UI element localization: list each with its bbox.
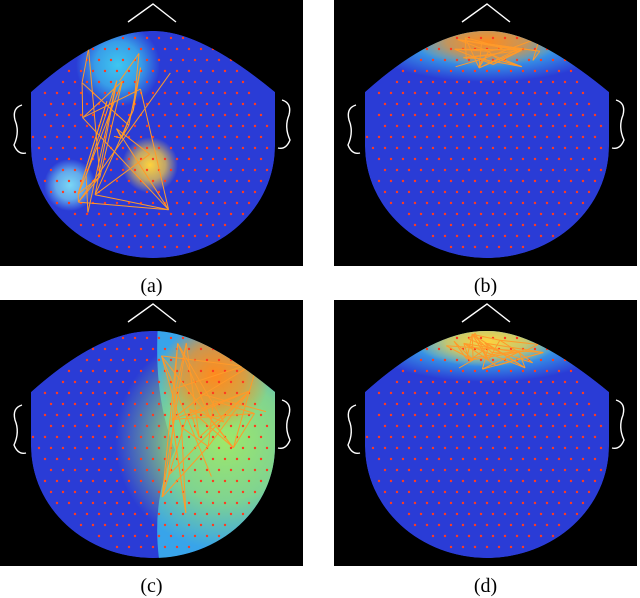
topomap-svg-c	[13, 303, 291, 559]
topomap-svg-a	[13, 3, 291, 259]
caption-d: (d)	[473, 575, 498, 597]
left-ear-marker	[347, 104, 361, 155]
electrode-grid	[31, 336, 269, 549]
left-ear-marker	[347, 404, 361, 455]
scalp-surface	[365, 330, 609, 558]
right-ear-marker	[277, 399, 291, 450]
nose-marker	[461, 3, 511, 23]
topomap-svg-d	[347, 303, 625, 558]
caption-a: (a)	[140, 275, 163, 297]
scalp-map	[364, 330, 610, 558]
left-ear-marker	[13, 404, 27, 455]
nose-marker	[461, 303, 511, 323]
caption-b: (b)	[473, 275, 498, 297]
connection-lines	[161, 343, 267, 513]
electrode-grid	[365, 336, 603, 549]
right-ear-marker	[611, 399, 625, 450]
right-ear-marker	[611, 99, 625, 150]
scalp-map	[30, 30, 276, 259]
connection-lines	[77, 48, 171, 213]
nose-marker	[127, 303, 177, 323]
left-ear-marker	[13, 104, 27, 155]
scalp-map	[31, 330, 276, 559]
topomap-panel-a	[0, 0, 303, 266]
scalp-map	[364, 30, 610, 259]
nose-marker	[127, 3, 177, 23]
topomap-panel-b	[334, 0, 637, 266]
right-ear-marker	[277, 99, 291, 150]
scalp-surface	[365, 30, 609, 259]
connection-lines	[446, 332, 544, 370]
topomap-panel-d	[334, 300, 637, 566]
topomap-panel-c	[0, 300, 303, 566]
caption-c: (c)	[140, 575, 163, 597]
topomap-svg-b	[347, 3, 625, 259]
connection-lines	[454, 37, 541, 69]
